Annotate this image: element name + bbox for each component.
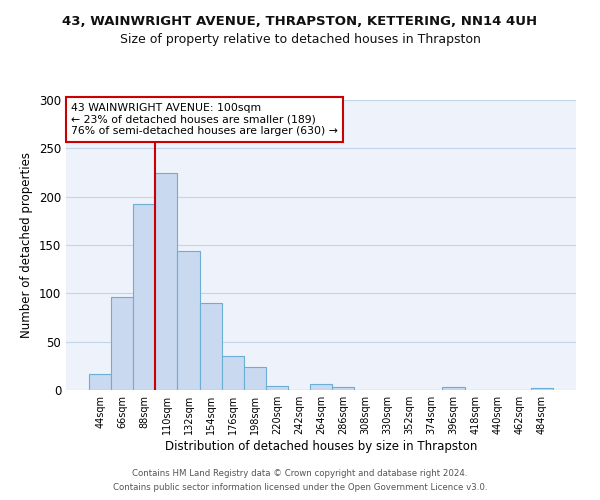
Bar <box>310 384 332 390</box>
Bar <box>266 386 288 390</box>
X-axis label: Distribution of detached houses by size in Thrapston: Distribution of detached houses by size … <box>165 440 477 453</box>
Bar <box>200 303 221 390</box>
Bar <box>244 367 266 390</box>
Bar <box>111 297 133 390</box>
Text: 43 WAINWRIGHT AVENUE: 100sqm
← 23% of detached houses are smaller (189)
76% of s: 43 WAINWRIGHT AVENUE: 100sqm ← 23% of de… <box>71 103 338 136</box>
Bar <box>155 174 178 390</box>
Text: 43, WAINWRIGHT AVENUE, THRAPSTON, KETTERING, NN14 4UH: 43, WAINWRIGHT AVENUE, THRAPSTON, KETTER… <box>62 15 538 28</box>
Y-axis label: Number of detached properties: Number of detached properties <box>20 152 34 338</box>
Bar <box>332 387 354 390</box>
Bar <box>133 204 155 390</box>
Bar <box>531 388 553 390</box>
Text: Contains public sector information licensed under the Open Government Licence v3: Contains public sector information licen… <box>113 484 487 492</box>
Bar <box>89 374 111 390</box>
Text: Size of property relative to detached houses in Thrapston: Size of property relative to detached ho… <box>119 32 481 46</box>
Bar <box>221 356 244 390</box>
Bar <box>442 387 464 390</box>
Text: Contains HM Land Registry data © Crown copyright and database right 2024.: Contains HM Land Registry data © Crown c… <box>132 468 468 477</box>
Bar <box>178 251 200 390</box>
